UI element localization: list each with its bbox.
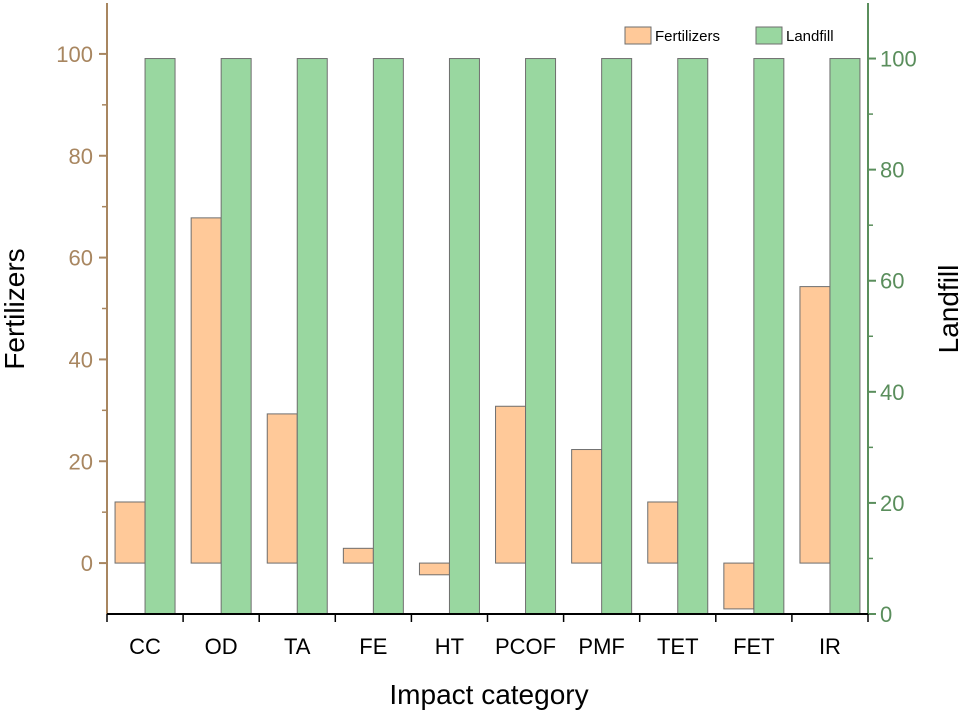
right-tick-label: 20: [880, 491, 904, 516]
bar-landfill-cc: [144, 58, 176, 615]
bar-fertilizers-pmf: [571, 449, 603, 564]
bar-landfill-ta: [296, 58, 328, 615]
legend-swatch-fertilizers: [624, 26, 652, 45]
left-tick-label: 100: [56, 42, 93, 67]
right-tick-label: 100: [880, 47, 917, 72]
x-tick-label: TA: [284, 634, 311, 659]
bar-landfill-od: [220, 58, 252, 615]
left-tick-label: 60: [69, 246, 93, 271]
left-tick-label: 20: [69, 449, 93, 474]
bar-fertilizers-fet: [723, 562, 755, 610]
x-tick-label: OD: [205, 634, 238, 659]
x-tick-label: CC: [129, 634, 161, 659]
x-tick-label: FE: [359, 634, 387, 659]
bar-landfill-pmf: [601, 58, 633, 615]
legend-label-landfill: Landfill: [786, 28, 834, 45]
right-tick-label: 0: [880, 602, 892, 627]
bar-fertilizers-ht: [418, 562, 450, 576]
right-axis-title: Landfill: [933, 265, 964, 354]
x-tick-label: PMF: [578, 634, 624, 659]
x-tick-label: TET: [657, 634, 699, 659]
bar-fertilizers-od: [190, 217, 222, 564]
bar-landfill-fet: [753, 58, 785, 615]
bar-fertilizers-tet: [647, 501, 679, 564]
bar-fertilizers-ir: [799, 286, 831, 564]
bar-fertilizers-ta: [266, 413, 298, 564]
left-tick-label: 40: [69, 347, 93, 372]
bar-landfill-fe: [372, 58, 404, 615]
x-tick-label: PCOF: [495, 634, 556, 659]
bar-fertilizers-pcof: [495, 405, 527, 564]
right-tick-label: 40: [880, 380, 904, 405]
bar-fertilizers-fe: [342, 547, 374, 564]
bar-landfill-pcof: [525, 58, 557, 615]
left-tick-label: 0: [81, 551, 93, 576]
legend-swatch-landfill: [755, 26, 783, 45]
right-tick-label: 80: [880, 158, 904, 183]
x-axis-title: Impact category: [389, 679, 588, 710]
bar-landfill-ir: [829, 58, 861, 615]
x-tick-label: FET: [733, 634, 775, 659]
left-tick-label: 80: [69, 144, 93, 169]
left-axis-title: Fertilizers: [0, 248, 30, 369]
bar-landfill-ht: [448, 58, 480, 615]
x-tick-label: IR: [819, 634, 841, 659]
legend-label-fertilizers: Fertilizers: [655, 28, 720, 45]
bar-landfill-tet: [677, 58, 709, 615]
bar-fertilizers-cc: [114, 501, 146, 564]
right-tick-label: 60: [880, 269, 904, 294]
x-tick-label: HT: [435, 634, 464, 659]
